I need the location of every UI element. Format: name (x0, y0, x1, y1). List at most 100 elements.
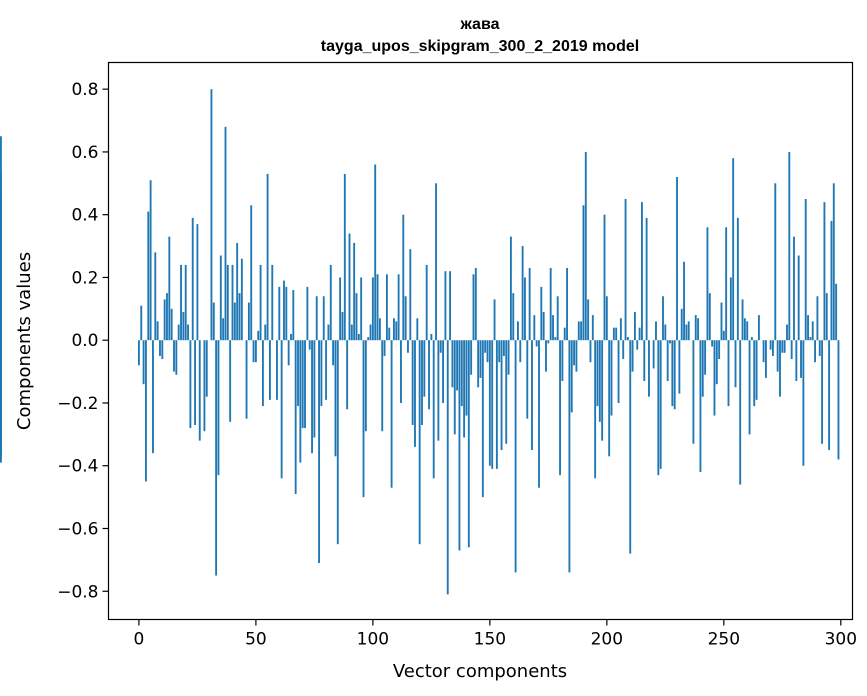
bar-54 (264, 324, 267, 341)
bar-49 (252, 340, 255, 363)
bar-undefined (0, 340, 2, 441)
y-tick-label: 0.8 (71, 80, 98, 100)
bar-210 (629, 340, 632, 554)
bar-1 (140, 305, 143, 341)
bar-241 (701, 340, 704, 397)
bar-122 (423, 340, 426, 397)
bar-187 (575, 340, 578, 372)
bar-263 (753, 340, 756, 407)
bar-3 (145, 340, 147, 482)
bar-205 (617, 340, 620, 403)
bar-146 (479, 340, 482, 378)
bar-202 (610, 340, 613, 416)
bar-171 (538, 340, 540, 488)
bar-94 (357, 333, 360, 341)
bar-193 (589, 340, 592, 363)
bar-67 (294, 340, 297, 494)
bar-109 (393, 318, 395, 341)
bar-232 (680, 308, 683, 341)
bar-39 (229, 340, 232, 422)
x-tick-label: 250 (708, 630, 740, 650)
bar-34 (217, 340, 220, 476)
bar-153 (495, 340, 498, 469)
bar-35 (219, 255, 222, 341)
bar-85 (336, 340, 339, 545)
bar-288 (811, 321, 814, 341)
x-axis-label: Vector components (393, 661, 567, 682)
bar-279 (790, 340, 793, 360)
bar-133 (449, 271, 452, 341)
bar-55 (266, 173, 269, 341)
y-tick-label: −0.8 (57, 582, 98, 602)
bar-213 (636, 340, 639, 350)
bar-259 (743, 318, 746, 341)
bar-245 (711, 340, 714, 347)
bar-195 (594, 340, 597, 479)
bar-191 (584, 151, 587, 341)
bar-214 (638, 327, 641, 341)
bar-29 (205, 340, 208, 397)
bar-287 (809, 337, 812, 341)
y-tick-label: 0.2 (71, 268, 98, 288)
bar-183 (566, 268, 568, 341)
bar-144 (474, 268, 477, 341)
bar-155 (500, 340, 503, 451)
bar-120 (418, 340, 421, 545)
bar-113 (402, 214, 405, 341)
bar-298 (835, 283, 838, 341)
bar-252 (727, 340, 730, 407)
bar-294 (825, 293, 828, 341)
bar-81 (327, 324, 330, 341)
bar-235 (687, 321, 690, 341)
bar-198 (601, 340, 604, 441)
x-tick-label: 100 (357, 630, 389, 650)
bar-56 (269, 340, 271, 400)
bar-282 (797, 255, 800, 341)
bar-206 (619, 318, 622, 341)
bar-33 (215, 340, 218, 576)
bar-139 (463, 340, 466, 438)
bar-2 (142, 340, 145, 385)
x-tick-label: 150 (474, 630, 506, 650)
bar-255 (734, 340, 737, 388)
bar-216 (643, 340, 646, 382)
bar-89 (346, 340, 349, 410)
bar-163 (519, 340, 522, 363)
bar-123 (425, 264, 428, 341)
bar-291 (818, 340, 821, 356)
bar-7 (154, 252, 157, 341)
bar-179 (556, 296, 559, 341)
bar-211 (631, 340, 634, 372)
bar-74 (311, 340, 313, 454)
bar-197 (598, 340, 601, 422)
bar-237 (692, 340, 695, 444)
bar-102 (376, 274, 379, 341)
bar-189 (580, 321, 583, 341)
bar-14 (170, 308, 173, 341)
x-tick-label: 0 (134, 630, 145, 650)
bar-164 (521, 246, 524, 341)
bar-224 (662, 296, 664, 341)
bar-194 (591, 315, 594, 341)
bar-192 (587, 299, 590, 341)
bar-13 (168, 236, 171, 341)
bar-256 (736, 217, 739, 341)
bar-215 (641, 202, 643, 341)
bar-11 (163, 299, 166, 341)
y-axis-label: Components values (14, 252, 35, 430)
bar-257 (739, 340, 742, 485)
bar-51 (257, 330, 260, 341)
bar-290 (816, 296, 819, 341)
bar-293 (823, 202, 826, 341)
bar-297 (832, 183, 835, 341)
bar-16 (175, 340, 178, 375)
bar-196 (596, 340, 599, 407)
bar-108 (390, 340, 393, 488)
bar-21 (187, 324, 189, 341)
bar-20 (184, 264, 187, 341)
bar-148 (484, 340, 487, 353)
bar-173 (542, 311, 545, 341)
y-tick-label: 0.4 (71, 206, 98, 226)
bar-296 (830, 220, 833, 341)
bar-15 (173, 340, 175, 372)
